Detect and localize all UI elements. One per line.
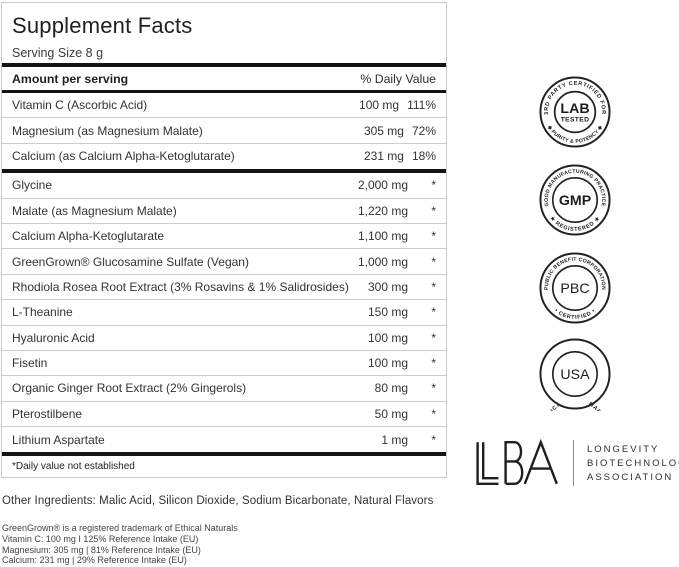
badge-center-text: GMP <box>559 193 591 209</box>
panel-head: Supplement Facts Serving Size 8 g <box>2 3 446 63</box>
table-row: Calcium Alpha-Ketoglutarate 1,100 mg * <box>2 224 446 250</box>
panel-title: Supplement Facts <box>12 13 193 38</box>
ingredient-amount: 100 mg <box>367 330 408 345</box>
ingredient-name: GreenGrown® Glucosamine Sulfate (Vegan) <box>12 254 249 269</box>
table-row: Calcium (as Calcium Alpha-Ketoglutarate)… <box>2 144 446 169</box>
ingredient-daily-value: 72% <box>411 123 436 138</box>
ingredient-daily-value: * <box>431 381 436 396</box>
ingredient-amount: 2,000 mg <box>357 178 408 193</box>
ingredient-daily-value: * <box>431 330 436 345</box>
ingredient-daily-value: * <box>431 203 436 218</box>
section-divider <box>2 169 446 174</box>
ingredient-amount: 1,220 mg <box>357 203 408 218</box>
logo-divider <box>573 440 574 486</box>
longevity-biotechnology-association-logo: LONGEVITY BIOTECHNOLOGY ASSOCIATION <box>472 438 679 488</box>
made-in-usa-badge-icon: MADE IN THE UNITED STATES OF AMERICA USA <box>538 337 612 411</box>
badge-center-text: USA <box>560 367 590 383</box>
association-name-line: ASSOCIATION <box>587 471 674 483</box>
fine-print-line: Vitamin C: 100 mg I 125% Reference Intak… <box>2 533 199 544</box>
ingredient-name: Organic Ginger Root Extract (2% Gingerol… <box>12 381 247 396</box>
lba-logo-icon <box>476 438 558 485</box>
ingredient-daily-value: * <box>431 254 436 269</box>
daily-value-footnote: *Daily value not established <box>12 461 135 473</box>
serving-size: Serving Size 8 g <box>12 46 104 60</box>
ingredient-daily-value: * <box>431 178 436 193</box>
svg-text:◆ PURITY & POTENCY ◆: ◆ PURITY & POTENCY ◆ <box>546 124 604 145</box>
svg-text:MADE IN THE UNITED STATES OF A: MADE IN THE UNITED STATES OF AMERICA <box>544 401 606 411</box>
table-row: Fisetin 100 mg * <box>2 351 446 377</box>
table-row: Malate (as Magnesium Malate) 1,220 mg * <box>2 199 446 224</box>
association-name: LONGEVITY BIOTECHNOLOGY ASSOCIATION <box>587 444 679 483</box>
fine-print-line: Calcium: 231 mg | 29% Reference Intake (… <box>2 555 187 566</box>
ingredient-name: Malate (as Magnesium Malate) <box>12 203 177 218</box>
ingredient-daily-value: 18% <box>411 149 436 164</box>
ingredient-amount: 100 mg <box>367 356 408 371</box>
ingredient-name: Calcium (as Calcium Alpha-Ketoglutarate) <box>12 149 235 164</box>
table-row: Rhodiola Rosea Root Extract (3% Rosavins… <box>2 275 446 301</box>
header-daily-value: % Daily Value <box>360 71 436 86</box>
ingredient-name: Vitamin C (Ascorbic Acid) <box>12 98 148 113</box>
ingredient-name: Pterostilbene <box>12 406 83 421</box>
ingredient-name: Magnesium (as Magnesium Malate) <box>12 123 203 138</box>
ingredient-amount: 80 mg <box>374 381 408 396</box>
fine-print: GreenGrown® is a registered trademark of… <box>2 523 462 566</box>
daily-value-rows: Vitamin C (Ascorbic Acid) 100 mg 111% Ma… <box>2 93 446 169</box>
table-row: Pterostilbene 50 mg * <box>2 402 446 428</box>
ingredient-amount: 305 mg <box>363 123 404 138</box>
ingredient-daily-value: 111% <box>407 98 436 113</box>
section-divider <box>2 452 446 457</box>
fine-print-line: GreenGrown® is a registered trademark of… <box>2 523 238 533</box>
header-amount-per-serving: Amount per serving <box>12 71 129 86</box>
badge-center-text: LAB <box>560 101 589 117</box>
association-name-line: BIOTECHNOLOGY <box>587 457 679 469</box>
ingredient-name: Lithium Aspartate <box>12 432 105 447</box>
ingredient-amount: 231 mg <box>363 149 404 164</box>
pbc-badge-icon: PUBLIC BENEFIT CORPORATION • CERTIFIED •… <box>538 251 612 325</box>
lab-tested-badge-icon: 3RD PARTY CERTIFIED FOR ◆ PURITY & POTEN… <box>538 75 612 149</box>
ingredient-name: Rhodiola Rosea Root Extract (3% Rosavins… <box>12 279 349 294</box>
badge-center-text: PBC <box>560 281 589 297</box>
table-row: GreenGrown® Glucosamine Sulfate (Vegan) … <box>2 249 446 275</box>
table-row: Vitamin C (Ascorbic Acid) 100 mg 111% <box>2 93 446 119</box>
ingredient-daily-value: * <box>431 279 436 294</box>
badge-around-text: MADE IN THE UNITED STATES OF AMERICA <box>544 401 606 411</box>
association-name-line: LONGEVITY <box>587 443 660 455</box>
ingredient-amount: 150 mg <box>367 305 408 320</box>
ingredient-daily-value: * <box>431 229 436 244</box>
ingredient-amount: 100 mg <box>359 98 400 113</box>
table-row: Organic Ginger Root Extract (2% Gingerol… <box>2 376 446 402</box>
no-daily-value-rows: Glycine 2,000 mg * Malate (as Magnesium … <box>2 173 446 452</box>
ingredient-daily-value: * <box>431 305 436 320</box>
table-header-row: Amount per serving % Daily Value <box>2 67 446 90</box>
ingredient-daily-value: * <box>431 432 436 447</box>
ingredient-name: Fisetin <box>12 356 48 371</box>
section-divider <box>2 90 446 93</box>
badge-center-subtext: TESTED <box>561 116 590 123</box>
ingredient-amount: 1 mg <box>381 432 408 447</box>
ingredient-name: Calcium Alpha-Ketoglutarate <box>12 229 165 244</box>
ingredient-name: Hyaluronic Acid <box>12 330 95 345</box>
ingredient-daily-value: * <box>431 406 436 421</box>
ingredient-name: Glycine <box>12 178 53 193</box>
table-row: Hyaluronic Acid 100 mg * <box>2 326 446 351</box>
badge-bottom-text: ◆ PURITY & POTENCY ◆ <box>546 124 604 145</box>
table-row: Glycine 2,000 mg * <box>2 173 446 199</box>
section-divider <box>2 63 446 67</box>
fine-print-line: Magnesium: 305 mg | 81% Reference Intake… <box>2 544 201 555</box>
ingredient-amount: 1,100 mg <box>357 229 408 244</box>
other-ingredients: Other Ingredients: Malic Acid, Silicon D… <box>2 495 434 507</box>
table-row: Lithium Aspartate 1 mg * <box>2 427 446 452</box>
ingredient-amount: 50 mg <box>374 406 408 421</box>
supplement-facts-panel: Supplement Facts Serving Size 8 g Amount… <box>1 2 447 478</box>
ingredient-amount: 300 mg <box>367 279 408 294</box>
ingredient-amount: 1,000 mg <box>357 254 408 269</box>
table-row: L-Theanine 150 mg * <box>2 300 446 326</box>
table-row: Magnesium (as Magnesium Malate) 305 mg 7… <box>2 118 446 144</box>
ingredient-name: L-Theanine <box>12 305 73 320</box>
ingredient-daily-value: * <box>431 356 436 371</box>
gmp-badge-icon: GOOD MANUFACTURING PRACTICE ★ REGISTERED… <box>538 163 612 237</box>
